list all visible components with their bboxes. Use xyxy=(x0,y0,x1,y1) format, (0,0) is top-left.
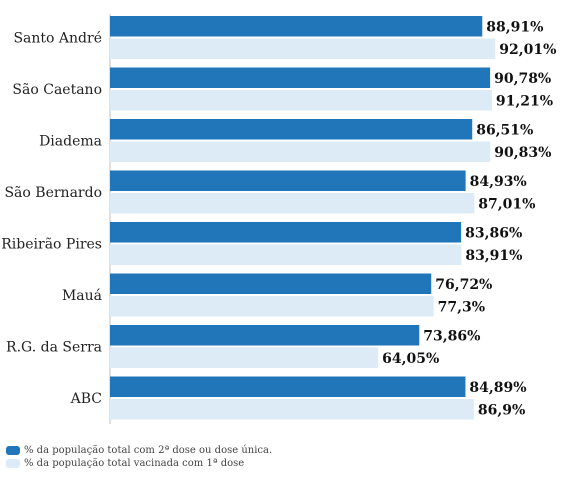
value-label-second-dose-maua: 76,72% xyxy=(435,277,492,293)
value-label-first-dose-sao-bernardo: 87,01% xyxy=(478,196,535,212)
value-label-second-dose-santo-andre: 88,91% xyxy=(486,19,543,35)
legend-item-second-dose: % da população total com 2ª dose ou dose… xyxy=(6,444,272,457)
legend: % da população total com 2ª dose ou dose… xyxy=(6,444,272,470)
value-label-first-dose-ribeirao-pires: 83,91% xyxy=(465,248,522,264)
bar-second-dose-r-g-da-serra xyxy=(110,325,420,346)
bar-first-dose-ribeirao-pires xyxy=(110,244,462,265)
value-label-second-dose-sao-caetano: 90,78% xyxy=(494,71,551,87)
value-label-second-dose-diadema: 86,51% xyxy=(476,122,533,138)
bar-first-dose-sao-bernardo xyxy=(110,193,475,214)
value-label-first-dose-diadema: 90,83% xyxy=(494,145,551,161)
bar-second-dose-ribeirao-pires xyxy=(110,222,462,243)
bar-first-dose-r-g-da-serra xyxy=(110,347,379,368)
value-label-second-dose-abc: 84,89% xyxy=(469,380,526,396)
category-label-r-g-da-serra: R.G. da Serra xyxy=(6,340,102,356)
category-label-maua: Mauá xyxy=(62,288,102,304)
legend-item-first-dose: % da população total vacinada com 1ª dos… xyxy=(6,457,272,470)
legend-label-first-dose: % da população total vacinada com 1ª dos… xyxy=(24,458,245,469)
value-label-second-dose-r-g-da-serra: 73,86% xyxy=(423,328,480,344)
bar-first-dose-sao-caetano xyxy=(110,90,492,111)
value-label-first-dose-abc: 86,9% xyxy=(478,402,525,418)
category-label-ribeirao-pires: Ribeirão Pires xyxy=(1,237,102,253)
legend-swatch-first-dose xyxy=(6,459,20,468)
value-label-first-dose-r-g-da-serra: 64,05% xyxy=(382,351,439,367)
value-label-second-dose-ribeirao-pires: 83,86% xyxy=(465,225,522,241)
bar-chart: Santo André 88,91% 92,01% São Caetano 90,78%… xyxy=(1,14,556,424)
legend-label-second-dose: % da população total com 2ª dose ou dose… xyxy=(24,445,273,456)
bar-second-dose-santo-andre xyxy=(110,16,483,37)
bar-first-dose-maua xyxy=(110,296,434,317)
bar-second-dose-sao-caetano xyxy=(110,67,491,88)
value-label-first-dose-santo-andre: 92,01% xyxy=(499,42,556,58)
category-label-santo-andre: Santo André xyxy=(13,31,102,47)
bar-second-dose-diadema xyxy=(110,119,473,140)
bar-second-dose-abc xyxy=(110,376,466,397)
legend-swatch-second-dose xyxy=(6,446,20,455)
bar-second-dose-sao-bernardo xyxy=(110,170,466,191)
bar-first-dose-santo-andre xyxy=(110,38,496,59)
category-label-sao-caetano: São Caetano xyxy=(12,82,102,98)
bar-first-dose-abc xyxy=(110,399,474,420)
value-label-first-dose-sao-caetano: 91,21% xyxy=(496,93,553,109)
category-label-sao-bernardo: São Bernardo xyxy=(4,185,102,201)
category-label-diadema: Diadema xyxy=(39,134,102,150)
value-label-second-dose-sao-bernardo: 84,93% xyxy=(470,174,527,190)
category-label-abc: ABC xyxy=(70,391,102,407)
bar-first-dose-diadema xyxy=(110,141,491,162)
value-label-first-dose-maua: 77,3% xyxy=(438,299,485,315)
bar-second-dose-maua xyxy=(110,273,432,294)
